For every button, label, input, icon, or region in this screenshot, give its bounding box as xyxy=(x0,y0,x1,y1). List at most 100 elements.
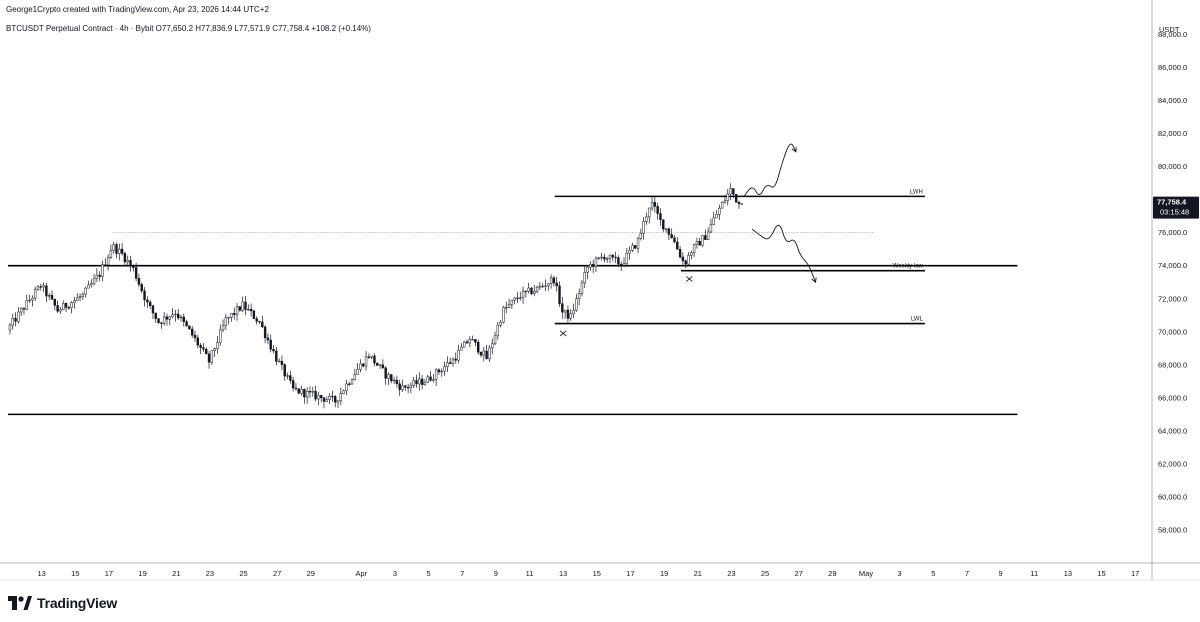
candle-body xyxy=(471,339,474,341)
candle-body xyxy=(95,274,99,279)
time-tick-label: 19 xyxy=(138,569,146,578)
candle-body xyxy=(440,370,443,373)
candle-body xyxy=(182,316,185,322)
candle-body xyxy=(109,250,113,258)
candle-body xyxy=(552,277,556,284)
candle-body xyxy=(300,388,303,394)
candle-body xyxy=(401,385,404,390)
price-tick-label: 84,000.0 xyxy=(1158,96,1187,105)
candle-body xyxy=(636,238,640,249)
candle-body xyxy=(474,339,477,343)
candle-body xyxy=(600,256,603,259)
candle-body xyxy=(115,244,118,254)
time-axis[interactable]: 13 15 17 19 21 23 25 27 29 Apr 3 5 7 9 11 13 15 17 19 21 23 2… xyxy=(37,569,1139,578)
candle-body xyxy=(48,295,51,297)
time-tick-label: 5 xyxy=(427,569,431,578)
candle-body xyxy=(513,297,516,301)
candle-body xyxy=(64,303,68,308)
candle-body xyxy=(247,308,250,311)
candle-body xyxy=(90,283,93,286)
candle-body xyxy=(493,335,497,345)
candle-body xyxy=(70,302,73,309)
candle-body xyxy=(263,326,267,339)
x-mark xyxy=(559,330,567,337)
candle-body xyxy=(681,256,685,262)
candle-body xyxy=(165,316,169,320)
candle-body xyxy=(154,312,157,319)
candle-body xyxy=(59,309,62,312)
candle-body xyxy=(219,329,222,343)
candle-body xyxy=(577,293,581,299)
candle-body xyxy=(84,287,87,295)
candle-body xyxy=(519,297,522,299)
candle-body xyxy=(597,257,600,259)
candle-body xyxy=(22,308,26,310)
candle-body xyxy=(622,263,626,266)
candle-body xyxy=(216,342,219,350)
candle-body xyxy=(586,266,589,273)
candle-body xyxy=(645,216,648,222)
candle-body xyxy=(740,203,743,205)
time-tick-label: 11 xyxy=(526,569,534,578)
candle-body xyxy=(308,390,312,393)
candle-body xyxy=(634,245,637,249)
candle-body xyxy=(98,274,101,277)
candle-body xyxy=(244,301,247,310)
candle-body xyxy=(418,378,421,385)
time-tick-label: 9 xyxy=(494,569,498,578)
candle-body xyxy=(118,248,121,254)
candle-body xyxy=(594,257,598,267)
time-tick-label: 25 xyxy=(761,569,769,578)
candle-body xyxy=(415,380,418,385)
price-axis[interactable]: USDT 58,000.0 60,000.0 62,000.0 64,000.0 66,0… xyxy=(1153,25,1199,534)
candle-body xyxy=(656,206,659,214)
footer-brand: TradingView xyxy=(8,595,117,611)
candle-body xyxy=(36,286,40,290)
candle-body xyxy=(692,244,696,253)
candle-body xyxy=(328,395,331,400)
candle-body xyxy=(275,350,278,362)
candle-body xyxy=(378,364,382,366)
candle-body xyxy=(53,298,57,306)
time-tick-label: 13 xyxy=(37,569,45,578)
chart-frame xyxy=(0,0,1200,581)
candle-body xyxy=(384,367,387,379)
level-label-LWH: LWH xyxy=(910,189,923,195)
candle-body xyxy=(521,290,525,299)
time-tick-label: 9 xyxy=(999,569,1003,578)
candle-body xyxy=(505,307,508,309)
symbol-ohlc-line: BTCUSDT Perpetual Contract · 4h · Bybit … xyxy=(6,24,371,33)
time-tick-label: 3 xyxy=(898,569,902,578)
candle-body xyxy=(319,395,323,399)
candle-body xyxy=(591,264,595,267)
price-tick-label: 64,000.0 xyxy=(1158,426,1187,435)
candle-body xyxy=(112,244,115,251)
candle-body xyxy=(566,309,570,319)
candle-body xyxy=(289,375,292,381)
candle-body xyxy=(569,313,572,319)
candle-body xyxy=(698,241,701,246)
candle-body xyxy=(39,286,42,288)
price-tick-label: 62,000.0 xyxy=(1158,459,1187,468)
candle-body xyxy=(331,395,334,398)
candle-body xyxy=(628,250,631,254)
price-tick-label: 66,000.0 xyxy=(1158,393,1187,402)
price-tick-label: 68,000.0 xyxy=(1158,360,1187,369)
candle-body xyxy=(502,307,505,323)
candle-body xyxy=(434,369,438,380)
candle-body xyxy=(370,355,373,358)
candle-body xyxy=(524,290,528,293)
bullish-projection xyxy=(743,143,797,197)
last-price-badge xyxy=(1153,196,1199,219)
candle-body xyxy=(339,393,343,401)
time-tick-label: May xyxy=(859,569,873,578)
candle-body xyxy=(477,341,480,353)
candle-body xyxy=(199,344,202,348)
candle-body xyxy=(92,278,96,284)
time-tick-label: 19 xyxy=(660,569,668,578)
candle-body xyxy=(230,312,233,318)
candle-body xyxy=(673,237,676,243)
candle-body xyxy=(398,383,401,390)
candle-body xyxy=(67,307,71,309)
